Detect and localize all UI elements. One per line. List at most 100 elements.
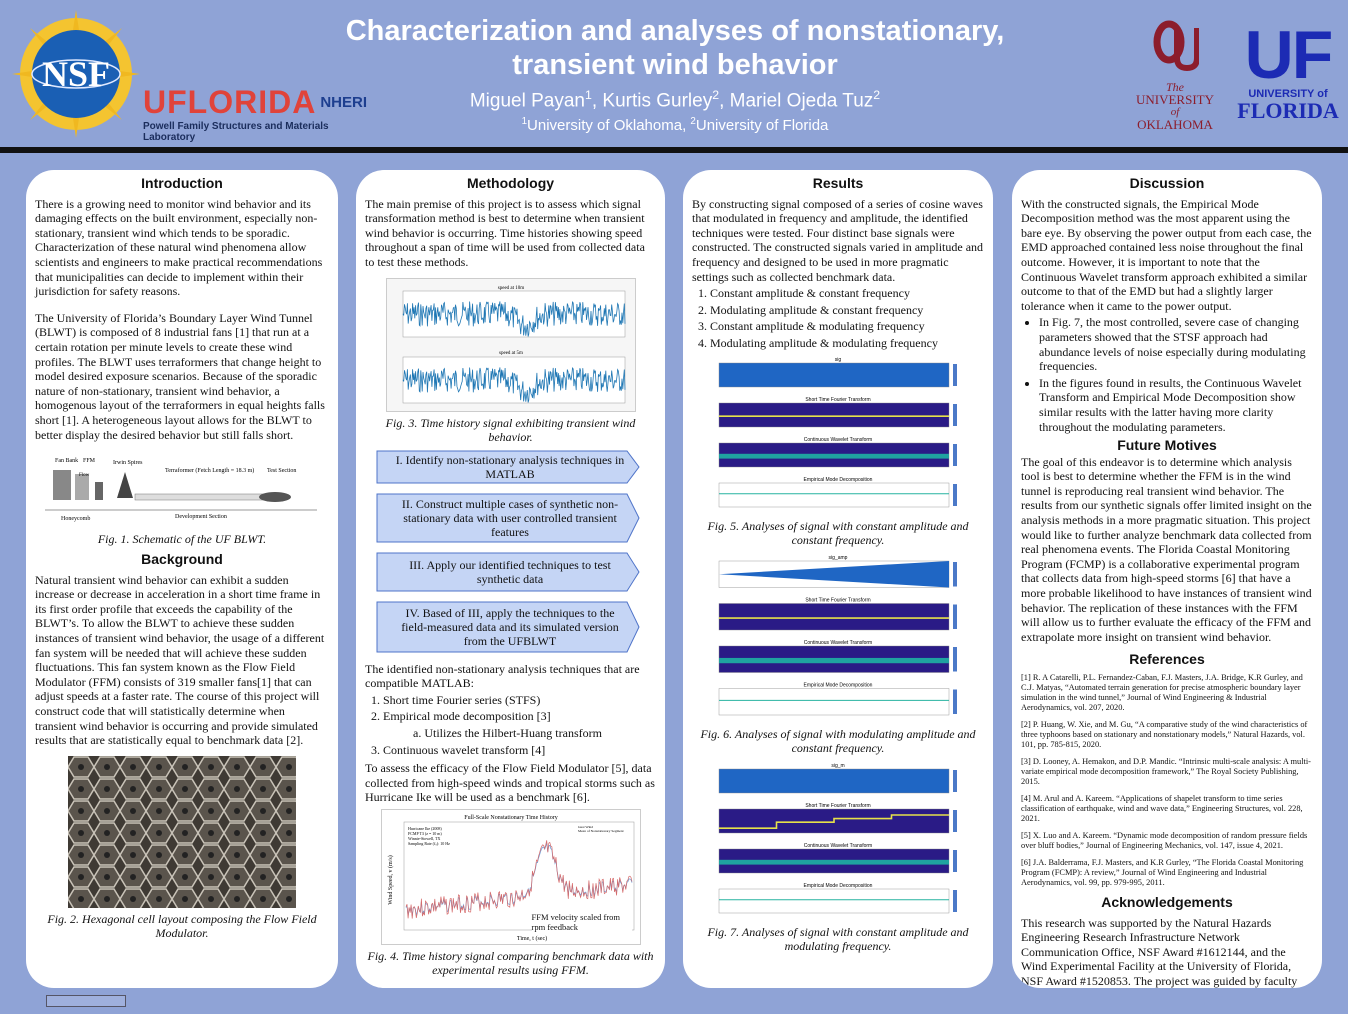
fig1-schematic: Fan Bank FFM Flow Irwin Spires Terraform…: [35, 450, 329, 528]
step-1-text: I. Identify non-stationary analysis tech…: [395, 452, 625, 481]
methodology-p1: The main premise of this project is to a…: [365, 196, 645, 269]
result-plot-title: Short Time Fourier Transform: [805, 597, 870, 603]
result-plot-area: [718, 362, 950, 387]
fig1-label-ffm: FFM: [83, 458, 96, 464]
step-arrow-3: III. Apply our identified techniques to …: [365, 552, 656, 592]
author-2-sup: 2: [712, 88, 720, 102]
methodology-heading: Methodology: [466, 175, 555, 191]
case-list: Constant amplitude & constant frequency …: [692, 286, 984, 350]
step-arrow-2: II. Construct multiple cases of syntheti…: [365, 493, 656, 543]
future-heading: Future Motives: [1117, 437, 1217, 454]
fig3-caption: Fig. 3. Time history signal exhibiting t…: [385, 415, 636, 444]
colorbar: [953, 363, 957, 386]
header-divider: [0, 147, 1348, 153]
fig1-label-honeycomb: Honeycomb: [61, 516, 90, 522]
future-p1: The goal of this endeavor is to determin…: [1021, 454, 1312, 644]
footer-tag: [46, 995, 126, 1007]
methodology-p3: To assess the efficacy of the Flow Field…: [365, 761, 655, 805]
fig6-caption: Fig. 6. Analyses of signal with modulati…: [700, 726, 976, 755]
fig4-benchmark-plot: Full-Scale Nonstationary Time History Hu…: [380, 808, 641, 945]
fig6-analysis: sig_amp Short Time Fourier Transform Conti…: [703, 553, 973, 723]
result-plot-title: Continuous Wavelet Transform: [804, 437, 872, 443]
technique-item: Empirical mode decomposition [3] a. Util…: [383, 709, 656, 740]
ou-of: of: [1170, 106, 1180, 118]
references-list: [1] R. A Catarelli, P.L. Fernandez-Caban…: [1021, 673, 1313, 888]
introduction-p1: There is a growing need to monitor wind …: [35, 196, 323, 299]
colorbar: [953, 809, 957, 832]
affil-1-sup: 1: [521, 116, 528, 127]
affiliations: 1University of Oklahoma, 2University of …: [521, 116, 829, 134]
ou-logo: The UNIVERSITY of OKLAHOMA: [1125, 20, 1225, 135]
result-plot-title: sig_m: [831, 763, 844, 769]
fig4-xlabel: Time, t (sec): [516, 935, 546, 942]
ou-university: UNIVERSITY: [1136, 92, 1214, 107]
uflorida-wordmark: UFLORIDA: [143, 84, 317, 120]
amp-envelope: [719, 560, 949, 588]
result-plot-area: [718, 482, 950, 507]
fig4-ylabel: Wind Speed, v (m/s): [387, 855, 394, 904]
discussion-heading: Discussion: [1129, 175, 1205, 191]
authors: Miguel Payan1, Kurtis Gurley2, Mariel Oj…: [469, 88, 881, 112]
fig2-ffm-photo: [68, 755, 296, 908]
case-item: Constant amplitude & modulating frequenc…: [710, 319, 984, 334]
discussion-bullets: In Fig. 7, the most controlled, severe c…: [1021, 315, 1313, 434]
results-p1: By constructing signal composed of a ser…: [692, 196, 984, 284]
result-plot-area: [718, 768, 950, 793]
reference-item: [2] P. Huang, W. Xie, and M. Gu, “A comp…: [1021, 720, 1308, 749]
result-plot-area: [718, 402, 950, 427]
poster-header: NSF UFLORIDA NHERI Powell Family Structu…: [0, 0, 1348, 147]
author-3: Mariel Ojeda Tuz: [729, 90, 874, 112]
step-arrow-4: IV. Based of III, apply the techniques t…: [365, 601, 656, 653]
background-p1: Natural transient wind behavior can exhi…: [35, 572, 325, 748]
result-plot-title: Short Time Fourier Transform: [805, 397, 870, 403]
uf-mark: UF: [1244, 17, 1334, 93]
step-arrow-1: I. Identify non-stationary analysis tech…: [365, 450, 656, 484]
fig1-label-irwin: Irwin Spires: [113, 460, 143, 466]
panel-methodology: Methodology The main premise of this pro…: [356, 170, 665, 988]
fig2-caption: Fig. 2. Hexagonal cell layout composing …: [47, 911, 317, 940]
author-1-sup: 1: [584, 88, 592, 102]
panel-introduction: Introduction There is a growing need to …: [26, 170, 338, 988]
case-item: Constant amplitude & constant frequency: [710, 286, 984, 301]
acknowledgements-heading: Acknowledgements: [1101, 894, 1233, 910]
reference-item: [5] X. Luo and A. Kareem. “Dynamic mode …: [1021, 831, 1308, 850]
affil-2-sup: 2: [690, 116, 696, 127]
references-heading: References: [1129, 651, 1205, 668]
step-2-text: II. Construct multiple cases of syntheti…: [401, 496, 619, 539]
fig1-caption: Fig. 1. Schematic of the UF BLWT.: [97, 532, 267, 547]
fig4-info-4: Sampling Rate (fₛ): 10 Hz: [408, 841, 450, 846]
fig4-title: Full-Scale Nonstationary Time History: [464, 815, 558, 821]
ou-state: OKLAHOMA: [1137, 117, 1213, 132]
fig4-info-1: Hurricane Ike (2008): [408, 826, 442, 831]
colorbar: [953, 403, 957, 426]
fig1-label-test: Test Section: [267, 468, 296, 474]
author-2: Kurtis Gurley: [602, 90, 713, 112]
author-3-sup: 2: [873, 88, 881, 102]
affil-2: University of Florida: [695, 117, 829, 134]
technique-list: Short time Fourier series (STFS) Empiric…: [365, 693, 656, 757]
result-plot-title: Continuous Wavelet Transform: [804, 640, 872, 646]
discussion-p1: With the constructed signals, the Empiri…: [1021, 196, 1312, 313]
fig1-label-dev: Development Section: [175, 514, 227, 520]
result-plot-title: Empirical Mode Decomposition: [804, 477, 873, 483]
fig4-info-2: FCMP T3 (z = 10 m): [408, 831, 442, 836]
uflorida-nheri-logo: UFLORIDA NHERI Powell Family Structures …: [143, 84, 378, 143]
result-plot-area: [718, 602, 950, 630]
panel-discussion: Discussion With the constructed signals,…: [1012, 170, 1322, 988]
cwt-band: [719, 859, 949, 865]
technique-text: Empirical mode decomposition [3]: [383, 709, 551, 724]
result-plot-title: Short Time Fourier Transform: [805, 803, 870, 809]
lab-name: Powell Family Structures and Materials L…: [143, 121, 329, 143]
methodology-p2: The identified non-stationary analysis t…: [365, 661, 640, 691]
colorbar: [953, 561, 957, 587]
fig3-title-5m: speed at 5m: [499, 351, 523, 356]
colorbar: [953, 849, 957, 872]
author-1: Miguel Payan: [469, 90, 585, 112]
result-plot-title: sig_amp: [829, 555, 848, 561]
fig4-legend-2: Mean of Nonstationary Segment: [578, 829, 624, 833]
discussion-bullet: In the figures found in results, the Con…: [1039, 376, 1313, 434]
result-plot-title: Empirical Mode Decomposition: [804, 883, 873, 889]
fig4-note: FFM velocity scaled from rpm feedback: [531, 911, 632, 932]
technique-item: Continuous wavelet transform [4]: [383, 743, 656, 758]
stft-ridge: [719, 813, 949, 829]
